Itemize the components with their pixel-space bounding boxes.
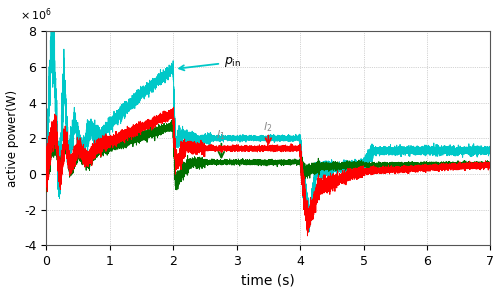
Text: $l_2$: $l_2$ [263, 120, 272, 134]
Text: $p_{\rm in}$: $p_{\rm in}$ [179, 55, 241, 70]
Y-axis label: active power(W): active power(W) [6, 90, 18, 187]
Text: $\times\,10^6$: $\times\,10^6$ [20, 6, 52, 23]
X-axis label: time (s): time (s) [242, 273, 295, 287]
Text: $l_1$: $l_1$ [216, 128, 226, 142]
